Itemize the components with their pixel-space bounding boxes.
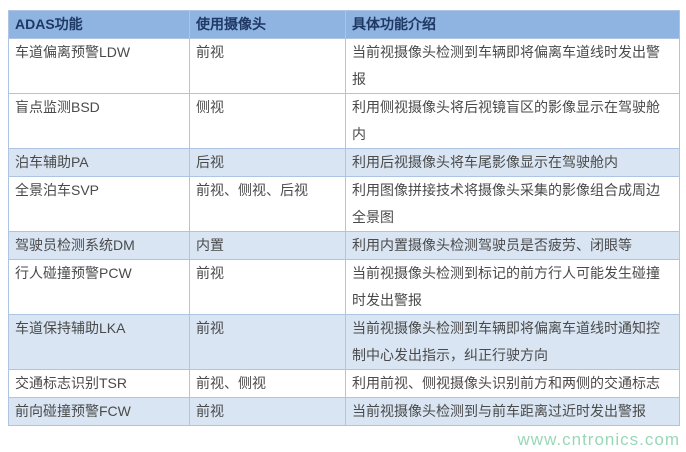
header-adas-function: ADAS功能 <box>8 10 190 39</box>
cell-camera: 前视 <box>189 259 346 315</box>
cell-camera: 前视、侧视、后视 <box>189 176 346 232</box>
header-camera-used: 使用摄像头 <box>189 10 346 39</box>
cell-function: 交通标志识别TSR <box>8 369 190 398</box>
cell-description: 当前视摄像头检测到标记的前方行人可能发生碰撞时发出警报 <box>345 259 680 315</box>
cell-description: 利用侧视摄像头将后视镜盲区的影像显示在驾驶舱内 <box>345 93 680 149</box>
cell-camera: 前视 <box>189 397 346 426</box>
table-row: 泊车辅助PA 后视 利用后视摄像头将车尾影像显示在驾驶舱内 <box>8 148 680 177</box>
cell-camera: 前视 <box>189 38 346 94</box>
table-row: 全景泊车SVP 前视、侧视、后视 利用图像拼接技术将摄像头采集的影像组合成周边全… <box>8 176 680 232</box>
cell-function: 全景泊车SVP <box>8 176 190 232</box>
cell-description: 当前视摄像头检测到车辆即将偏离车道线时发出警报 <box>345 38 680 94</box>
table-row: 盲点监测BSD 侧视 利用侧视摄像头将后视镜盲区的影像显示在驾驶舱内 <box>8 93 680 149</box>
cell-function: 驾驶员检测系统DM <box>8 231 190 260</box>
cell-description: 利用后视摄像头将车尾影像显示在驾驶舱内 <box>345 148 680 177</box>
cell-camera: 前视、侧视 <box>189 369 346 398</box>
table-row: 前向碰撞预警FCW 前视 当前视摄像头检测到与前车距离过近时发出警报 <box>8 397 680 426</box>
cell-function: 盲点监测BSD <box>8 93 190 149</box>
cell-function: 泊车辅助PA <box>8 148 190 177</box>
cell-camera: 内置 <box>189 231 346 260</box>
adas-function-table: ADAS功能 使用摄像头 具体功能介绍 车道偏离预警LDW 前视 当前视摄像头检… <box>8 10 680 426</box>
cell-description: 当前视摄像头检测到与前车距离过近时发出警报 <box>345 397 680 426</box>
cell-function: 前向碰撞预警FCW <box>8 397 190 426</box>
header-function-description: 具体功能介绍 <box>345 10 680 39</box>
cell-description: 利用图像拼接技术将摄像头采集的影像组合成周边全景图 <box>345 176 680 232</box>
table-row: 驾驶员检测系统DM 内置 利用内置摄像头检测驾驶员是否疲劳、闭眼等 <box>8 231 680 260</box>
cell-camera: 后视 <box>189 148 346 177</box>
cell-function: 车道偏离预警LDW <box>8 38 190 94</box>
cell-camera: 侧视 <box>189 93 346 149</box>
watermark: www.cntronics.com <box>517 430 680 449</box>
table-row: 车道偏离预警LDW 前视 当前视摄像头检测到车辆即将偏离车道线时发出警报 <box>8 38 680 94</box>
cell-description: 当前视摄像头检测到车辆即将偏离车道线时通知控制中心发出指示，纠正行驶方向 <box>345 314 680 370</box>
cell-function: 行人碰撞预警PCW <box>8 259 190 315</box>
cell-function: 车道保持辅助LKA <box>8 314 190 370</box>
table-header-row: ADAS功能 使用摄像头 具体功能介绍 <box>8 10 680 39</box>
table-row: 交通标志识别TSR 前视、侧视 利用前视、侧视摄像头识别前方和两侧的交通标志 <box>8 369 680 398</box>
table-row: 车道保持辅助LKA 前视 当前视摄像头检测到车辆即将偏离车道线时通知控制中心发出… <box>8 314 680 370</box>
cell-description: 利用内置摄像头检测驾驶员是否疲劳、闭眼等 <box>345 231 680 260</box>
table-row: 行人碰撞预警PCW 前视 当前视摄像头检测到标记的前方行人可能发生碰撞时发出警报 <box>8 259 680 315</box>
cell-description: 利用前视、侧视摄像头识别前方和两侧的交通标志 <box>345 369 680 398</box>
cell-camera: 前视 <box>189 314 346 370</box>
table-body: 车道偏离预警LDW 前视 当前视摄像头检测到车辆即将偏离车道线时发出警报 盲点监… <box>8 38 680 426</box>
